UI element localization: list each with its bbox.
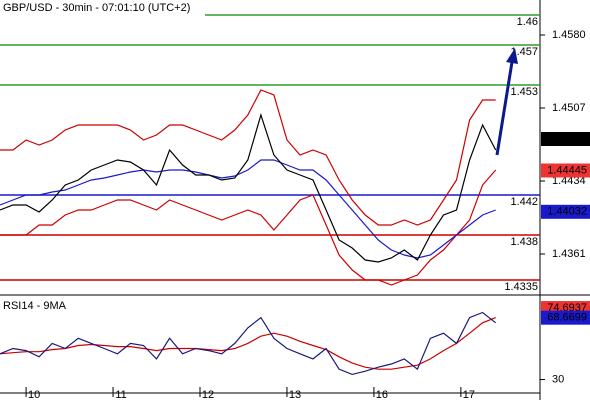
subtitle-bg xyxy=(0,298,70,314)
level-label: 1.457 xyxy=(510,46,538,58)
price-tag xyxy=(541,163,590,178)
chart-title: GBP/USD - 30min - 07:01:10 (UTC+2) xyxy=(3,2,190,14)
price-tag-label: 1.4476 xyxy=(553,133,587,145)
x-tick-label: 12 xyxy=(202,389,214,400)
y-tick-label: 1.4580 xyxy=(552,29,586,41)
forecast-arrow xyxy=(495,61,514,156)
price-tag xyxy=(541,132,590,146)
price-tag xyxy=(541,204,590,219)
level-label: 1.46 xyxy=(517,16,538,28)
x-tick-label: 16 xyxy=(376,389,388,400)
level-label: 1.453 xyxy=(510,86,538,98)
price-tag-label: 1.44445 xyxy=(547,164,587,176)
x-tick-label: 10 xyxy=(28,389,40,400)
series-line xyxy=(0,112,497,263)
price-tag-label: 68.6699 xyxy=(547,312,587,324)
forecast-arrowhead xyxy=(506,48,518,64)
x-tick-label: 11 xyxy=(115,389,126,400)
price-tag xyxy=(541,310,590,325)
title-bg xyxy=(0,0,205,16)
y-tick-label: 1.4507 xyxy=(552,102,586,114)
y-tick-label: 1.4361 xyxy=(552,248,586,260)
x-tick-label: 17 xyxy=(463,389,475,400)
series-line xyxy=(0,169,497,286)
y-tick-label: 30 xyxy=(552,373,564,385)
level-label: 1.442 xyxy=(510,196,538,208)
series-line xyxy=(0,311,497,376)
series-line xyxy=(0,89,496,226)
panel-title: RSI14 - 9MA xyxy=(3,300,67,312)
level-label: 1.438 xyxy=(510,236,538,248)
x-tick-label: 13 xyxy=(289,389,301,400)
price-tag-label: 1.44032 xyxy=(547,206,587,218)
y-tick-label: 1.4434 xyxy=(552,175,586,187)
level-label: 1.4335 xyxy=(504,281,538,293)
